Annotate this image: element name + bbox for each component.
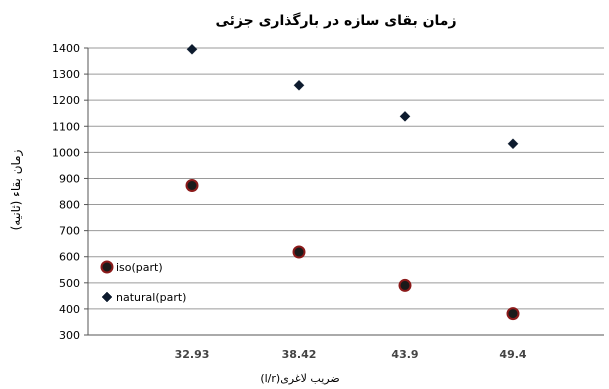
legend: iso(part) natural(part) xyxy=(100,260,186,304)
series-group xyxy=(186,43,519,150)
data-point xyxy=(506,307,520,321)
y-tick-label: 700 xyxy=(59,225,80,238)
legend-label: iso(part) xyxy=(116,261,163,274)
grid-layer xyxy=(88,47,604,336)
x-tick-label: 49.4 xyxy=(499,348,526,361)
y-tick-label: 1100 xyxy=(52,120,80,133)
y-tick-label: 300 xyxy=(59,329,80,342)
y-tick-label: 600 xyxy=(59,251,80,264)
y-tick-label: 400 xyxy=(59,303,80,316)
y-tick-label: 1400 xyxy=(52,42,80,55)
x-axis-title: ضریب لاغری(l/r) xyxy=(260,372,339,385)
y-tick-label: 1300 xyxy=(52,68,80,81)
x-tick-label: 43.9 xyxy=(391,348,418,361)
chart-title: زمان بقای سازه در بارگذاری جزئی xyxy=(215,12,456,29)
data-point xyxy=(292,245,306,259)
data-point xyxy=(399,111,411,122)
data-point xyxy=(186,43,198,55)
x-tick-label: 32.93 xyxy=(175,348,210,361)
legend-label: natural(part) xyxy=(116,291,186,304)
data-point xyxy=(507,138,519,150)
data-point xyxy=(185,178,199,192)
y-tick-label: 1200 xyxy=(52,94,80,107)
x-tick-labels: 32.93 38.42 43.9 49.4 xyxy=(175,348,527,361)
y-tick-label: 900 xyxy=(59,172,80,185)
legend-marker xyxy=(101,291,113,303)
y-tick-labels: 300 400 500 600 700 800 900 1000 1100 1200 1300 140… xyxy=(52,42,80,342)
x-tick-label: 38.42 xyxy=(282,348,317,361)
series-layer xyxy=(185,43,520,321)
y-tick-label: 500 xyxy=(59,277,80,290)
data-point xyxy=(293,79,305,91)
y-axis-title: زمان بقاء (ثانیه) xyxy=(9,149,24,230)
series-group xyxy=(185,178,520,321)
legend-marker xyxy=(100,260,114,274)
data-point xyxy=(398,278,412,292)
axis-layer xyxy=(84,47,604,336)
y-tick-label: 800 xyxy=(59,199,80,212)
y-tick-label: 1000 xyxy=(52,146,80,159)
